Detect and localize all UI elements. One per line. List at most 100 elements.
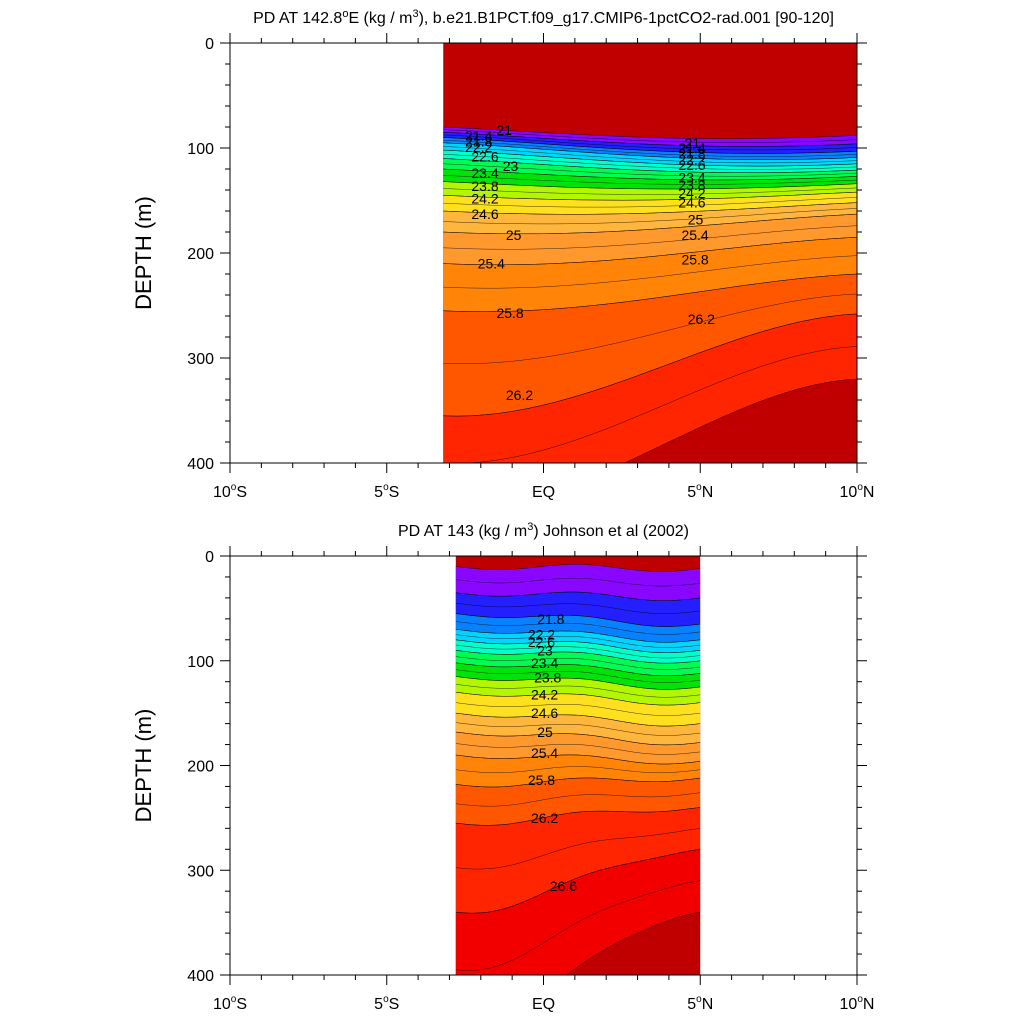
- density-band-11: [443, 237, 857, 312]
- chart-title: PD AT 142.8oE (kg / m3), b.e21.B1PCT.f09…: [253, 8, 834, 27]
- contour-line: [455, 577, 701, 587]
- x-tick-label: 10oN: [840, 994, 875, 1013]
- contour-line: [443, 134, 857, 151]
- contour-line: [455, 807, 701, 826]
- y-tick-label: 0: [205, 36, 214, 53]
- contour-field: [443, 43, 857, 463]
- contour-label: 22.2: [465, 139, 492, 155]
- y-tick-label: 400: [187, 968, 214, 985]
- contour-line: [443, 142, 857, 160]
- contour-label: 21.8: [465, 134, 492, 150]
- contour-label: 25.8: [496, 305, 523, 321]
- contour-label: 25.4: [681, 227, 708, 243]
- contour-label: 23.4: [678, 169, 705, 185]
- contour-line: [566, 911, 701, 975]
- density-band-2: [455, 613, 701, 643]
- contour-line: [455, 691, 701, 706]
- contour-label: 23.8: [471, 178, 498, 194]
- density-band-11: [455, 754, 701, 787]
- y-axis-label: DEPTH (m): [131, 196, 156, 310]
- density-band-6: [455, 662, 701, 690]
- contour-label: 21.8: [537, 611, 564, 627]
- contour-label: 24.6: [531, 705, 558, 721]
- y-axis-label: DEPTH (m): [131, 709, 156, 823]
- contour-line: [455, 712, 701, 727]
- contour-label: 25: [537, 724, 553, 740]
- contour-line: [443, 313, 857, 417]
- contour-line: [443, 225, 857, 250]
- x-tick-label: 5oN: [687, 482, 713, 501]
- contour-line: [443, 126, 857, 139]
- y-tick-label: 200: [187, 759, 214, 776]
- contour-label: 26.2: [506, 387, 533, 403]
- density-band-7: [443, 181, 857, 201]
- contour-line: [455, 629, 701, 643]
- y-tick-label: 200: [187, 246, 214, 263]
- contour-line: [443, 154, 857, 170]
- top-panel: 2121.421.822.222.62323.423.824.224.62525…: [131, 8, 875, 501]
- x-tick-label: EQ: [532, 484, 555, 501]
- contour-line: [443, 273, 857, 312]
- contour-line: [443, 181, 857, 190]
- contour-label: 22.6: [471, 148, 498, 164]
- contour-line: [443, 208, 857, 225]
- contour-line: [443, 197, 857, 208]
- density-band-0: [455, 564, 701, 601]
- contour-label: 24.2: [471, 190, 498, 206]
- x-tick-label: 10oN: [840, 482, 875, 501]
- x-tick-label: 10oS: [213, 482, 247, 501]
- contour-label: 22.2: [528, 627, 555, 643]
- contour-label: 26.6: [550, 878, 577, 894]
- contour-label: 25.8: [681, 251, 708, 267]
- contour-label: 24.2: [678, 185, 705, 201]
- density-band-8: [443, 192, 857, 215]
- contour-label: 22.6: [678, 157, 705, 173]
- y-tick-label: 100: [187, 141, 214, 158]
- x-tick-label: 5oN: [687, 994, 713, 1013]
- density-band-deep: [624, 379, 857, 463]
- density-band-10: [455, 732, 701, 764]
- contour-line: [443, 255, 857, 289]
- contour-line: [455, 644, 701, 659]
- contour-line: [455, 766, 701, 774]
- contour-line: [443, 158, 857, 173]
- contour-line: [455, 662, 701, 677]
- contour-line: [455, 602, 701, 614]
- contour-line: [455, 650, 701, 664]
- contour-label: 21: [685, 135, 701, 151]
- x-tick-label: EQ: [532, 996, 555, 1013]
- density-band-3: [455, 629, 701, 653]
- contour-line: [455, 880, 701, 971]
- density-band-13: [455, 807, 701, 914]
- contour-label: 23.8: [534, 670, 561, 686]
- contour-label: 23.4: [531, 655, 558, 671]
- contour-label: 25.4: [531, 745, 558, 761]
- contour-line: [443, 237, 857, 266]
- density-band-12: [455, 777, 701, 826]
- contour-line: [443, 163, 857, 177]
- contour-label: 23: [537, 642, 553, 658]
- contour-label: 22.6: [528, 634, 555, 650]
- contour-line: [443, 132, 857, 147]
- contour-line: [455, 702, 701, 716]
- contour-label: 24.6: [678, 195, 705, 211]
- density-band-deep: [566, 912, 701, 975]
- contour-label: 22.2: [678, 152, 705, 168]
- contour-line: [443, 175, 857, 185]
- density-band-9: [455, 713, 701, 745]
- contour-label: 21.4: [678, 140, 705, 156]
- contour-label: 21.4: [465, 127, 492, 143]
- density-band-2: [443, 137, 857, 160]
- contour-line: [455, 754, 701, 765]
- contour-line: [443, 213, 857, 235]
- contour-line: [443, 149, 857, 167]
- x-tick-label: 5oS: [374, 994, 399, 1013]
- contour-label: 21: [496, 122, 512, 138]
- x-tick-label: 5oS: [374, 482, 399, 501]
- density-band-1: [443, 132, 857, 154]
- contour-line: [443, 202, 857, 215]
- contour-line: [455, 564, 701, 572]
- density-band-4: [443, 150, 857, 173]
